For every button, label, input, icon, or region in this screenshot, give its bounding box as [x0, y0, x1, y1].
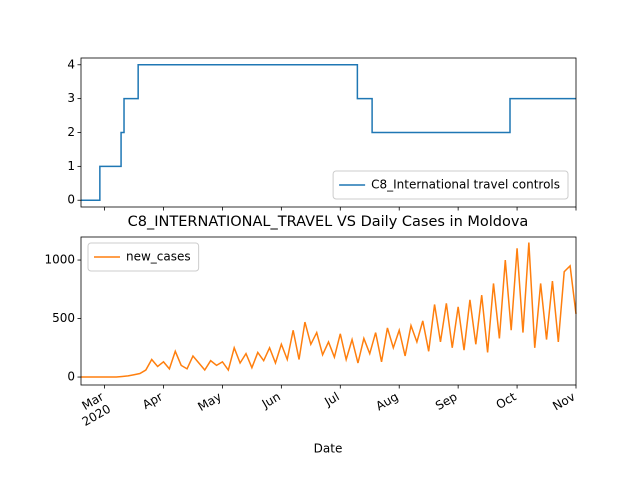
y-tick-label: 0 [67, 370, 75, 384]
x-tick-label: Jul [321, 389, 341, 409]
y-tick-label: 1 [67, 159, 75, 173]
chart-title: C8_INTERNATIONAL_TRAVEL VS Daily Cases i… [128, 214, 529, 230]
legend-label: C8_International travel controls [371, 178, 560, 192]
y-tick-label: 0 [67, 193, 75, 207]
legend: new_cases [87, 242, 200, 272]
legend-box [87, 242, 200, 272]
y-tick-label: 500 [52, 311, 75, 325]
y-tick-label: 4 [67, 57, 75, 71]
data-line [81, 64, 576, 201]
x-axis-label: Date [314, 442, 343, 456]
axes-frame [80, 236, 577, 386]
legend-label: new_cases [126, 250, 191, 264]
y-tick-label: 3 [67, 91, 75, 105]
legend-box [332, 170, 569, 200]
legend: C8_International travel controls [332, 170, 569, 200]
y-tick-label: 2 [67, 125, 75, 139]
data-line [81, 242, 577, 378]
y-tick-label: 1000 [44, 253, 75, 267]
